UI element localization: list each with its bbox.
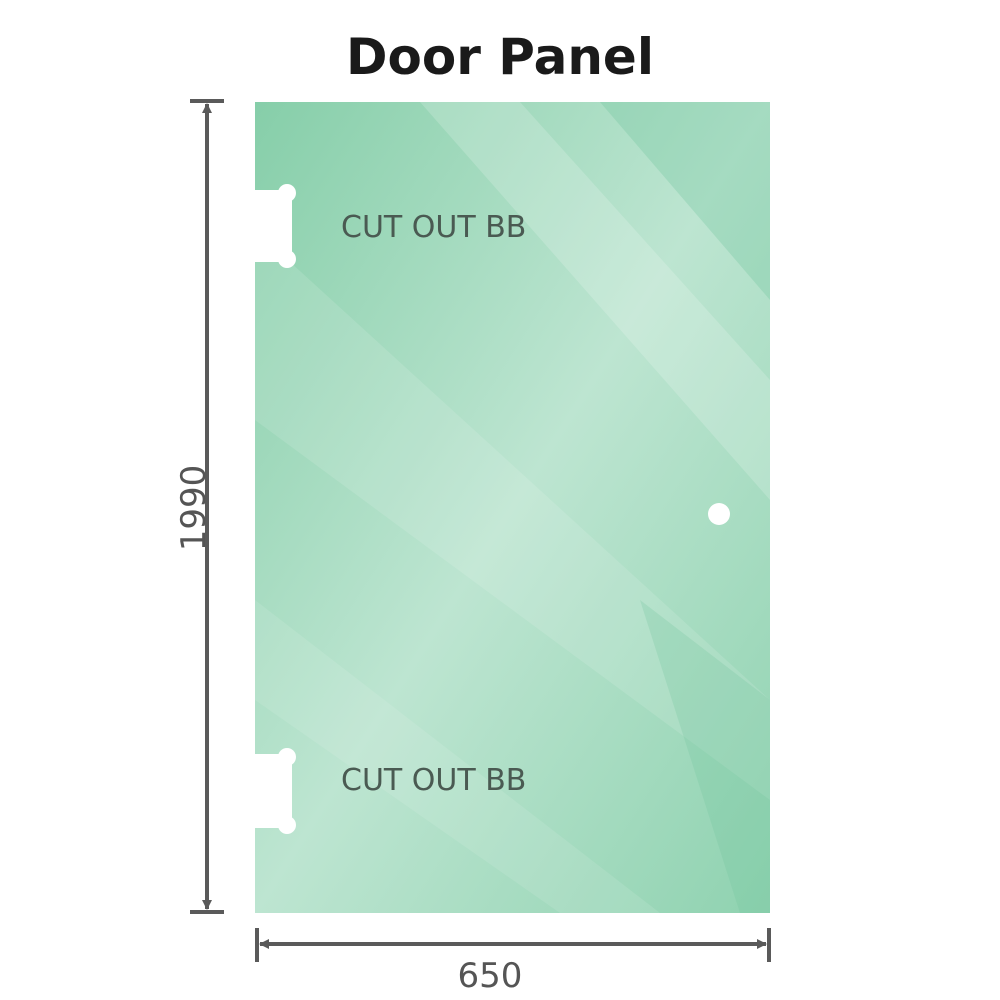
height-dimension — [190, 99, 224, 914]
height-label: 1990 — [174, 465, 214, 552]
cutout-bottom — [252, 748, 296, 834]
glass-panel — [255, 102, 770, 913]
page-title: Door Panel — [346, 28, 654, 86]
cutout-label-top: CUT OUT BB — [341, 210, 526, 245]
cutout-top — [252, 184, 296, 268]
width-dimension — [255, 928, 771, 962]
cutout-label-bottom: CUT OUT BB — [341, 763, 526, 798]
width-label: 650 — [458, 956, 523, 996]
handle-hole — [708, 503, 730, 525]
